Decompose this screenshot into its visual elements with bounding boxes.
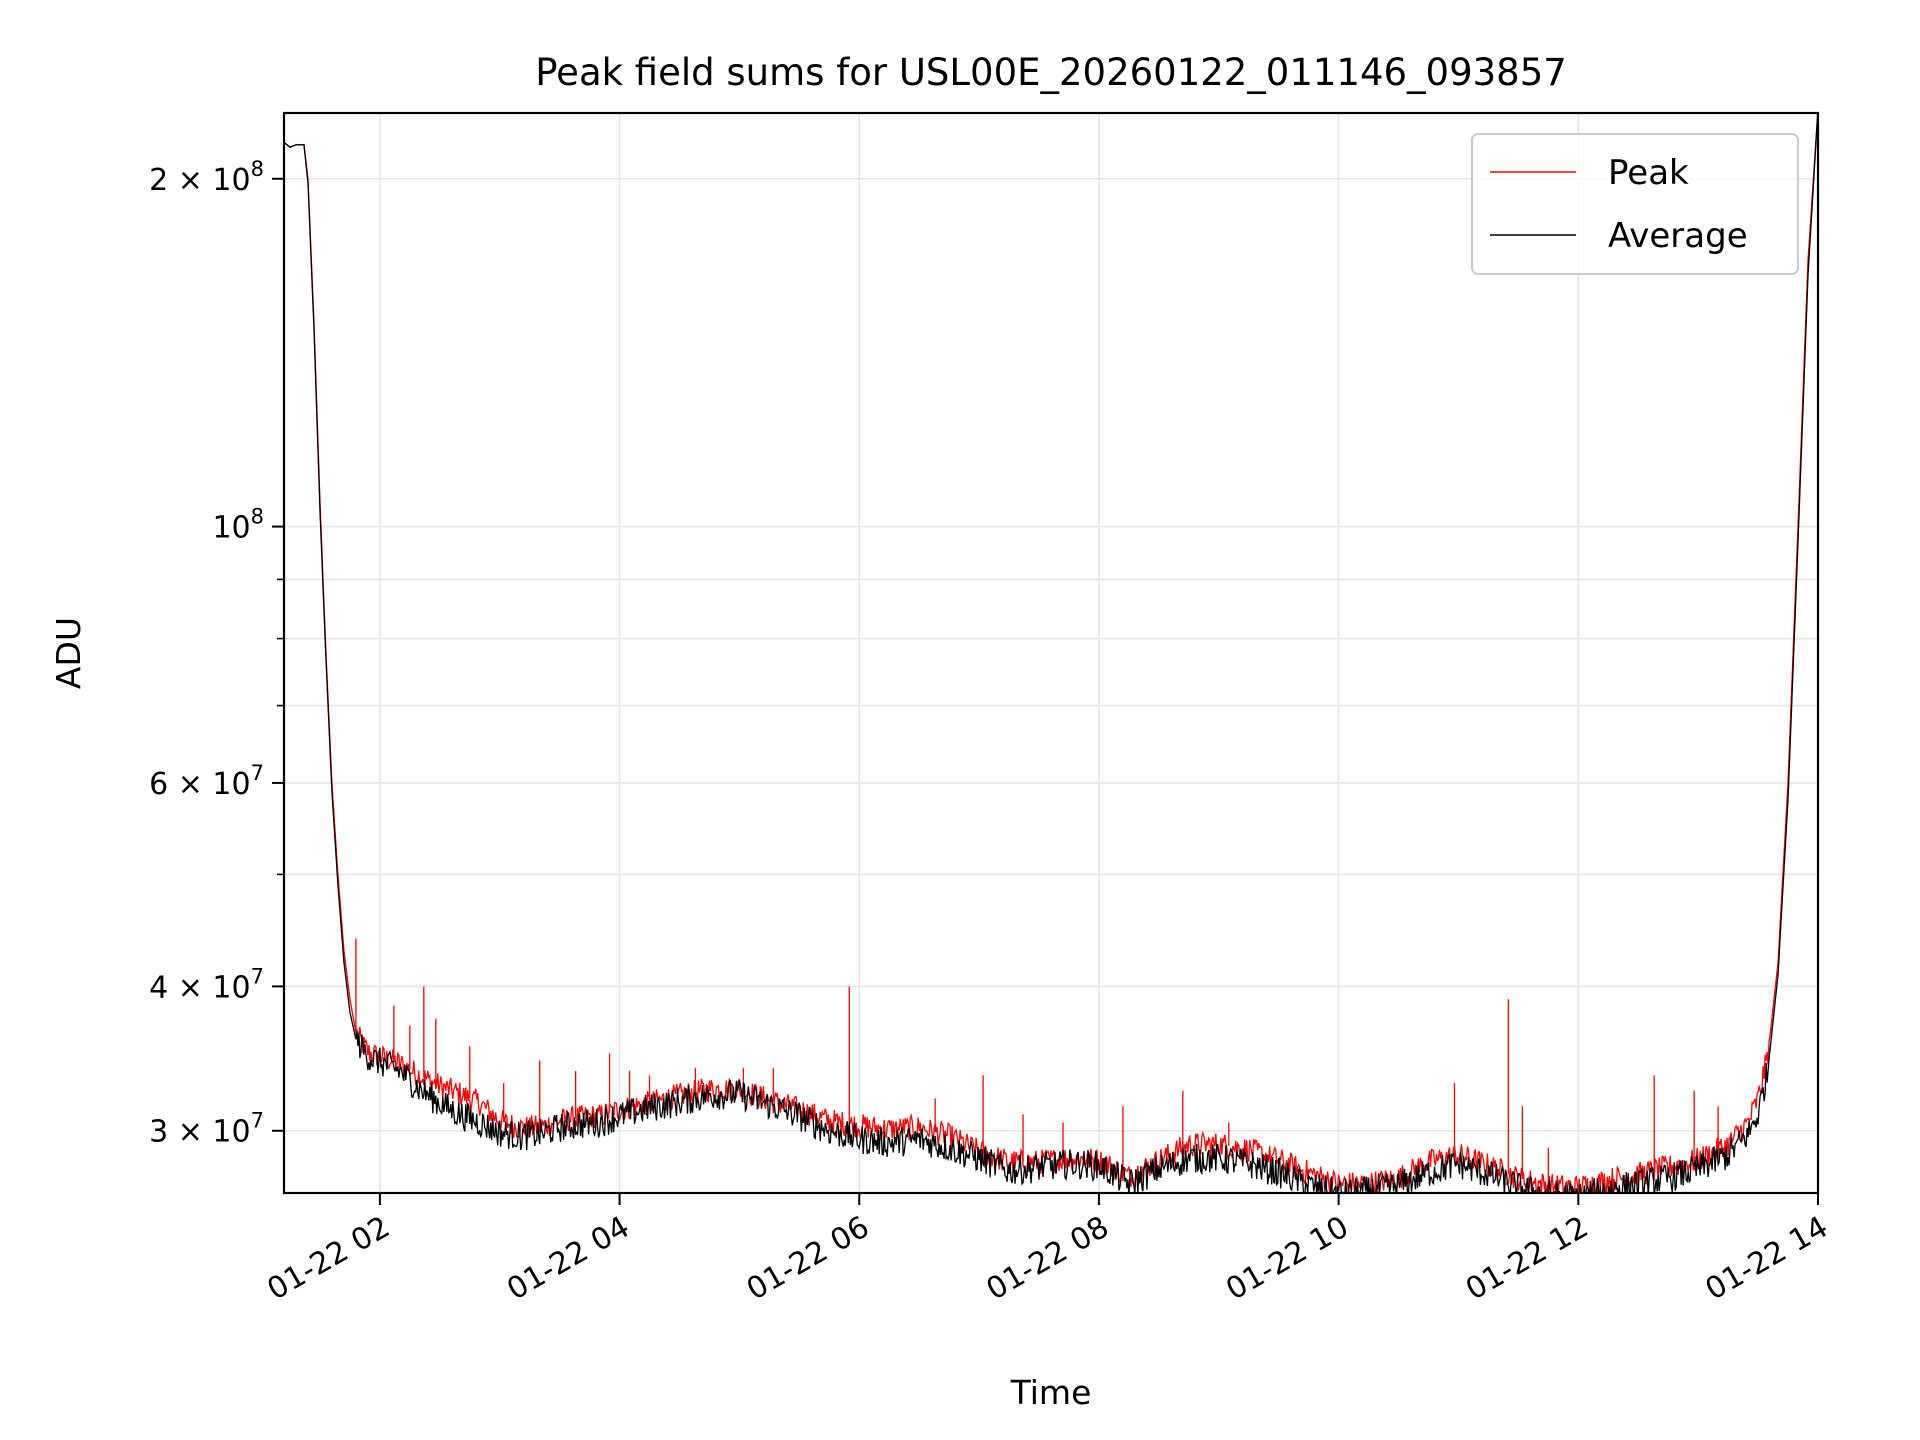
y-tick-label: 3 × 107 (149, 1109, 264, 1150)
x-tick-label: 01-22 14 (1700, 1210, 1834, 1308)
y-tick-label: 2 × 108 (149, 157, 264, 198)
x-tick-label: 01-22 08 (981, 1210, 1115, 1308)
legend-label-peak: Peak (1608, 153, 1689, 193)
x-tick-label: 01-22 02 (262, 1210, 396, 1308)
x-axis: 01-22 02 01-22 04 01-22 06 01-22 08 01-22 10… (262, 1193, 1834, 1307)
y-axis-label: ADU (49, 617, 88, 689)
x-tick-label: 01-22 04 (501, 1210, 635, 1308)
legend: Peak Average (1471, 133, 1799, 275)
legend-label-average: Average (1608, 216, 1748, 256)
chart-title: Peak field sums for USL00E_20260122_0111… (535, 51, 1567, 94)
y-tick-label: 108 (212, 505, 264, 546)
legend-box (1471, 133, 1799, 275)
x-tick-label: 01-22 12 (1460, 1210, 1594, 1308)
x-axis-label: Time (1010, 1373, 1092, 1412)
y-tick-label: 4 × 107 (149, 964, 264, 1005)
peak-spikes (355, 938, 1719, 1186)
y-axis: 2 × 108 108 6 × 107 4 × 107 3 × 107 (149, 157, 284, 1150)
y-tick-label: 6 × 107 (149, 761, 264, 802)
x-tick-label: 01-22 10 (1220, 1210, 1354, 1308)
plot-frame (282, 111, 1820, 1195)
x-tick-label: 01-22 06 (741, 1210, 875, 1308)
series-line-average (284, 113, 1818, 1193)
series-lines (284, 113, 1818, 1193)
